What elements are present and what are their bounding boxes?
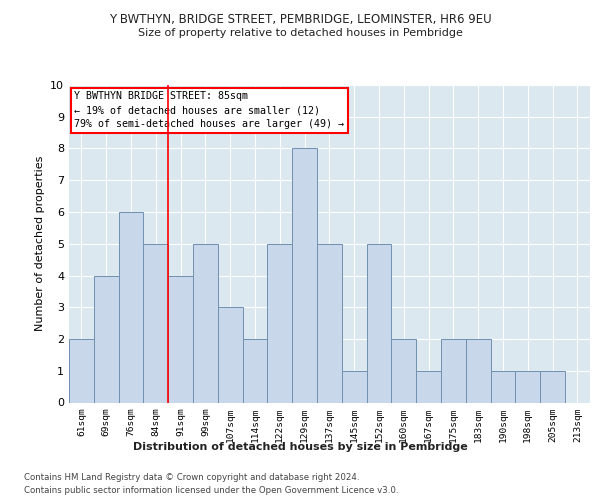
Bar xyxy=(540,371,565,402)
Bar xyxy=(218,307,242,402)
Bar xyxy=(69,339,94,402)
Text: Contains HM Land Registry data © Crown copyright and database right 2024.: Contains HM Land Registry data © Crown c… xyxy=(24,472,359,482)
Bar xyxy=(143,244,168,402)
Bar xyxy=(416,371,441,402)
Text: Y BWTHYN BRIDGE STREET: 85sqm
← 19% of detached houses are smaller (12)
79% of s: Y BWTHYN BRIDGE STREET: 85sqm ← 19% of d… xyxy=(74,92,344,130)
Bar xyxy=(94,276,119,402)
Text: Size of property relative to detached houses in Pembridge: Size of property relative to detached ho… xyxy=(137,28,463,38)
Bar xyxy=(391,339,416,402)
Bar xyxy=(317,244,342,402)
Bar xyxy=(268,244,292,402)
Bar xyxy=(441,339,466,402)
Text: Distribution of detached houses by size in Pembridge: Distribution of detached houses by size … xyxy=(133,442,467,452)
Bar xyxy=(515,371,540,402)
Text: Contains public sector information licensed under the Open Government Licence v3: Contains public sector information licen… xyxy=(24,486,398,495)
Bar xyxy=(342,371,367,402)
Y-axis label: Number of detached properties: Number of detached properties xyxy=(35,156,44,332)
Text: Y BWTHYN, BRIDGE STREET, PEMBRIDGE, LEOMINSTER, HR6 9EU: Y BWTHYN, BRIDGE STREET, PEMBRIDGE, LEOM… xyxy=(109,12,491,26)
Bar xyxy=(367,244,391,402)
Bar xyxy=(168,276,193,402)
Bar xyxy=(242,339,268,402)
Bar xyxy=(119,212,143,402)
Bar xyxy=(466,339,491,402)
Bar xyxy=(193,244,218,402)
Bar xyxy=(292,148,317,402)
Bar xyxy=(491,371,515,402)
